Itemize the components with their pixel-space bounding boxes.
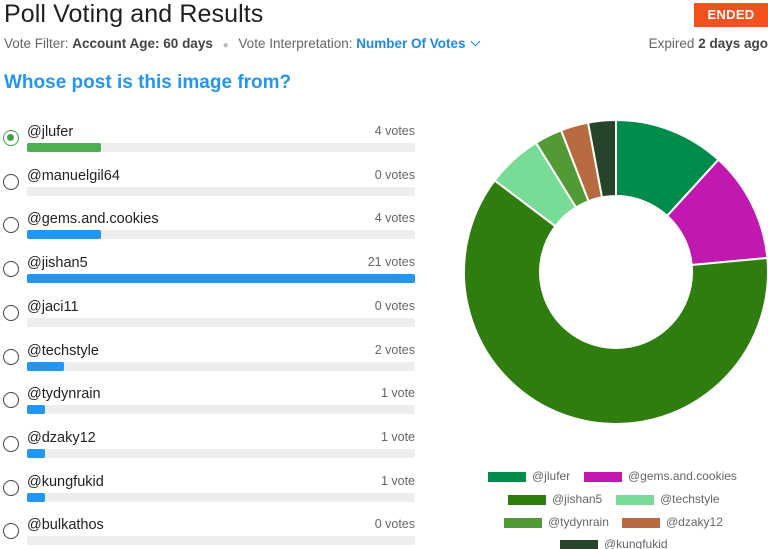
poll-option[interactable]: @dzaky12 1 vote: [0, 429, 420, 469]
poll-option[interactable]: @gems.and.cookies 4 votes: [0, 210, 420, 250]
donut-slice: [586, 120, 617, 199]
separator-dot: ●: [222, 40, 229, 51]
legend-item[interactable]: @gems.and.cookies: [584, 469, 737, 483]
legend-label: @kungfukid: [604, 537, 668, 549]
radio-button[interactable]: [3, 173, 19, 190]
radio-button[interactable]: [3, 435, 19, 452]
vote-progress-fill: [27, 230, 101, 240]
vote-progress-bar: [27, 230, 415, 240]
radio-button[interactable]: [3, 348, 19, 365]
poll-option-votes: 1 vote: [380, 473, 415, 488]
poll-option[interactable]: @jlufer 4 votes: [0, 123, 420, 163]
vote-progress-fill: [27, 448, 46, 458]
vote-progress-bar: [27, 448, 415, 458]
vote-progress-fill: [27, 274, 415, 284]
donut-slice: [463, 178, 768, 425]
poll-option[interactable]: @techstyle 2 votes: [0, 342, 420, 382]
radio-button[interactable]: [3, 392, 19, 409]
poll-option-label: @dzaky12: [27, 429, 96, 446]
poll-option[interactable]: @kungfukid 1 vote: [0, 473, 420, 513]
vote-interpretation-label: Vote Interpretation:: [238, 36, 353, 51]
vote-progress-bar: [27, 405, 415, 415]
legend-item[interactable]: @tydynrain: [504, 515, 609, 529]
poll-meta: Vote Filter: Account Age: 60 days ● Vote…: [4, 36, 480, 51]
poll-option-label: @gems.and.cookies: [27, 211, 159, 228]
vote-progress-bar: [27, 186, 415, 196]
radio-button[interactable]: [3, 304, 19, 321]
expired-label: Expired: [648, 36, 695, 51]
poll-option-votes: 2 votes: [374, 342, 415, 357]
poll-option-votes: 0 votes: [374, 167, 415, 182]
legend-item[interactable]: @kungfukid: [560, 537, 668, 549]
legend-item[interactable]: @jishan5: [508, 492, 602, 506]
legend-swatch: [622, 517, 660, 528]
status-badge: ENDED: [694, 3, 768, 27]
poll-option[interactable]: @manuelgil64 0 votes: [0, 167, 420, 207]
vote-interpretation-value[interactable]: Number Of Votes: [356, 36, 466, 51]
legend-swatch: [508, 494, 546, 505]
results-donut-chart: [463, 120, 768, 425]
poll-option-votes: 1 vote: [380, 386, 415, 401]
vote-progress-bar: [27, 536, 415, 546]
vote-progress-bar: [27, 143, 415, 152]
poll-option-label: @manuelgil64: [27, 167, 120, 184]
poll-question: Whose post is this image from?: [4, 72, 292, 93]
poll-option-votes: 4 votes: [374, 124, 415, 138]
radio-button[interactable]: [3, 261, 19, 278]
vote-interpretation-dropdown[interactable]: Number Of Votes: [356, 36, 480, 51]
vote-progress-bar: [27, 361, 415, 371]
legend-label: @tydynrain: [548, 515, 609, 529]
radio-button[interactable]: [3, 479, 19, 496]
legend-item[interactable]: @jlufer: [488, 469, 570, 483]
poll-option-votes: 21 votes: [367, 255, 415, 270]
poll-option-label: @jaci11: [27, 298, 79, 315]
vote-progress-bar: [27, 492, 415, 502]
poll-option[interactable]: @jishan5 21 votes: [0, 254, 420, 294]
radio-button[interactable]: [3, 217, 19, 234]
legend-label: @gems.and.cookies: [628, 469, 737, 483]
vote-progress-bar: [27, 274, 415, 284]
legend-label: @jlufer: [532, 469, 571, 483]
vote-progress-fill: [27, 405, 46, 415]
poll-option[interactable]: @bulkathos 0 votes: [0, 516, 420, 549]
legend-swatch: [560, 539, 598, 549]
poll-option-label: @jishan5: [27, 255, 88, 272]
vote-progress-fill: [27, 143, 101, 152]
legend-swatch: [584, 471, 622, 482]
vote-filter-label: Vote Filter:: [4, 36, 69, 51]
legend-item[interactable]: @dzaky12: [622, 515, 723, 529]
page-title: Poll Voting and Results: [4, 0, 264, 28]
poll-option-votes: 0 votes: [374, 517, 415, 532]
radio-selected[interactable]: [3, 130, 19, 146]
legend-item[interactable]: @techstyle: [616, 492, 720, 506]
radio-button[interactable]: [3, 523, 19, 540]
poll-option-votes: 4 votes: [374, 211, 415, 226]
legend-label: @dzaky12: [666, 515, 723, 529]
expired-status: Expired 2 days ago: [649, 36, 768, 51]
vote-progress-fill: [27, 492, 46, 502]
legend-swatch: [616, 494, 654, 505]
poll-option-label: @tydynrain: [27, 386, 101, 403]
legend-label: @jishan5: [552, 492, 603, 506]
vote-progress-fill: [27, 361, 64, 371]
legend-swatch: [504, 517, 542, 528]
poll-option[interactable]: @tydynrain 1 vote: [0, 385, 420, 425]
chevron-down-icon[interactable]: [470, 36, 480, 47]
chart-legend: @jlufer @gems.and.cookies @jishan5 @techsty…: [470, 465, 768, 549]
legend-swatch: [488, 471, 526, 482]
vote-progress-bar: [27, 317, 415, 327]
vote-filter-value[interactable]: Account Age: 60 days: [72, 36, 213, 51]
poll-option-label: @techstyle: [27, 342, 99, 359]
poll-option-label: @jlufer: [27, 124, 74, 140]
poll-option-votes: 0 votes: [374, 298, 415, 313]
poll-option-label: @kungfukid: [27, 473, 104, 490]
poll-option[interactable]: @jaci11 0 votes: [0, 298, 420, 338]
expired-value: 2 days ago: [698, 36, 768, 51]
legend-label: @techstyle: [660, 492, 720, 506]
poll-option-label: @bulkathos: [27, 517, 104, 534]
poll-option-votes: 1 vote: [380, 429, 415, 444]
